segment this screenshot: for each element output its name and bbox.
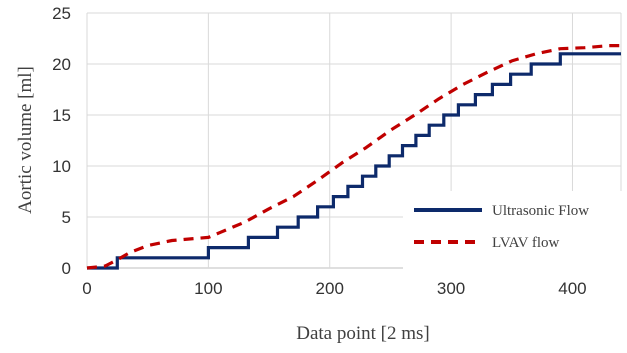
x-tick-label: 200 [316,279,344,298]
y-tick-label: 15 [52,106,71,125]
y-tick-label: 25 [52,4,71,23]
x-tick-label: 0 [82,279,91,298]
x-axis-title: Data point [2 ms] [296,323,430,344]
legend: Ultrasonic Flow LVAV flow [403,191,625,269]
grid-layer [86,12,622,269]
x-tick-label: 300 [437,279,465,298]
series-line-ultrasonic-flow [87,52,621,270]
legend-background [403,191,625,269]
y-tick-label: 0 [62,259,71,278]
y-tick-label: 10 [52,157,71,176]
tick-layer: 0 5 10 15 20 25 0 100 200 300 400 [52,4,587,298]
series-line-lvav-flow [86,43,621,270]
x-tick-label: 100 [194,279,222,298]
legend-label-ultrasonic-flow: Ultrasonic Flow [492,203,589,219]
legend-label-lvav-flow: LVAV flow [492,235,560,251]
x-tick-label: 400 [558,279,586,298]
series-layer [86,43,621,270]
y-tick-label: 5 [62,208,71,227]
y-tick-label: 20 [52,55,71,74]
y-axis-title: Aortic volume [ml] [15,66,36,214]
